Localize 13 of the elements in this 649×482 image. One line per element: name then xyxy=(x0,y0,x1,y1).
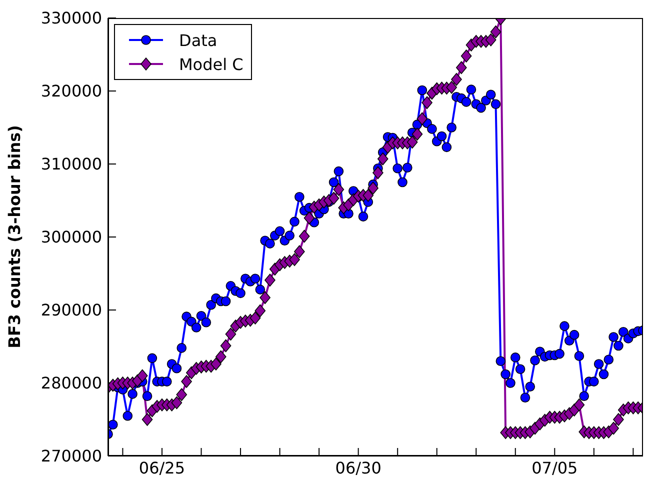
x-tick-label: 06/30 xyxy=(335,458,382,478)
legend-label: Model C xyxy=(179,54,244,74)
y-tick-label: 310000 xyxy=(40,154,102,174)
y-axis-title: BF3 counts (3-hour bins) xyxy=(4,125,24,349)
y-tick-label: 270000 xyxy=(40,446,102,466)
y-tick-label: 300000 xyxy=(40,228,102,247)
x-tick-label: 06/25 xyxy=(138,458,186,478)
legend-label: Data xyxy=(179,30,218,50)
y-tick-label: 330000 xyxy=(40,8,102,28)
y-tick-label: 280000 xyxy=(40,374,102,393)
y-tick-label: 290000 xyxy=(40,300,102,320)
y-tick-label: 320000 xyxy=(40,82,102,101)
x-tick-label: 07/05 xyxy=(532,458,578,478)
